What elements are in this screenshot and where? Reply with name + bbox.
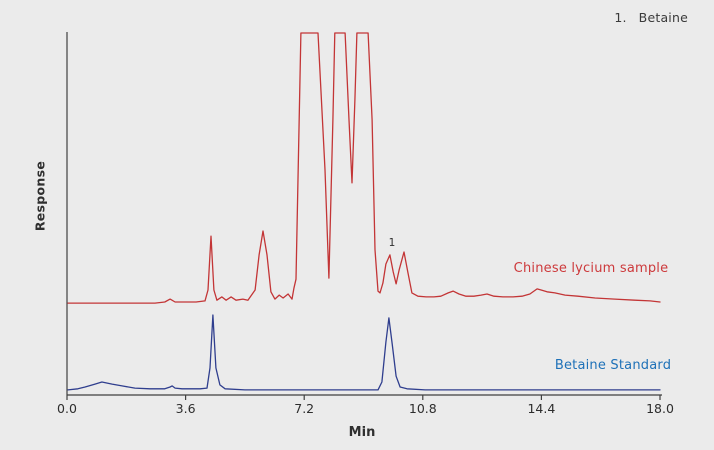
x-tick-label: 0.0 xyxy=(57,401,77,416)
peak-annotation-1: 1 xyxy=(388,237,396,249)
x-tick-label: 14.4 xyxy=(527,401,556,416)
x-tick-label: 18.0 xyxy=(646,401,674,416)
trace-chinese-lycium-sample xyxy=(67,32,661,304)
peak-legend-number: 1. xyxy=(614,10,627,25)
peak-legend: 1. Betaine xyxy=(614,10,688,25)
trace-betaine-standard xyxy=(67,314,661,391)
x-tick-label: 3.6 xyxy=(175,401,196,416)
series-label-betaine-standard: Betaine Standard xyxy=(554,358,672,373)
series-label-chinese-lycium-sample: Chinese lycium sample xyxy=(513,261,669,276)
x-tick-label: 7.2 xyxy=(294,401,315,416)
y-axis-label: Response xyxy=(32,160,48,232)
x-tick-label: 10.8 xyxy=(408,401,437,416)
x-axis-label: Min xyxy=(348,425,376,440)
peak-legend-name: Betaine xyxy=(638,10,688,25)
